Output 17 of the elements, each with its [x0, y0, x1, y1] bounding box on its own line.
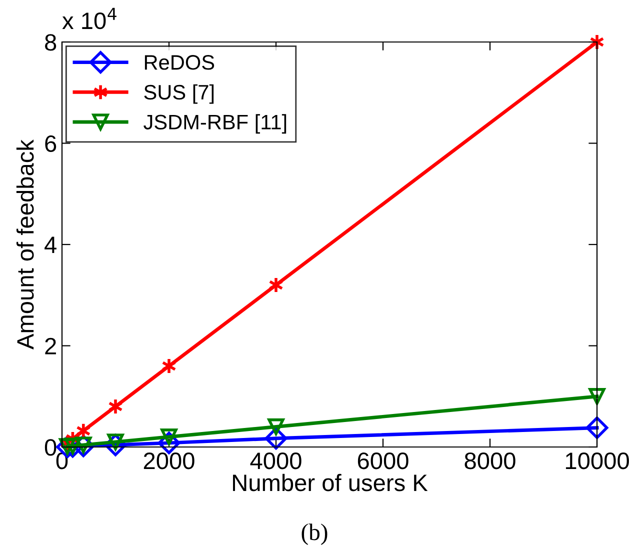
text: (b) — [302, 524, 328, 545]
x-tick-label: 4000 — [250, 452, 302, 470]
x-axis-title: Number of users K — [233, 474, 428, 492]
text: x 10$^{4}$ — [62, 8, 116, 30]
y-tick-label: 2 — [45, 338, 56, 354]
y-tick-label: 4 — [44, 236, 56, 254]
x-tick-label: 8000 — [464, 452, 516, 470]
legend-label: JSDM-RBF [11] — [144, 114, 286, 134]
legend-label: ReDOS — [144, 55, 214, 70]
x-tick-label: 6000 — [358, 452, 408, 470]
y-tick-label: 6 — [45, 135, 56, 152]
x-tick-label: 10000 — [566, 452, 629, 470]
y-axis-title: Amount of feedback — [16, 139, 34, 350]
x-tick-label: 2000 — [144, 452, 194, 470]
y-tick-label: 0 — [44, 439, 56, 456]
legend-label: SUS [7] — [144, 84, 214, 104]
y-tick-label: 8 — [45, 34, 56, 51]
